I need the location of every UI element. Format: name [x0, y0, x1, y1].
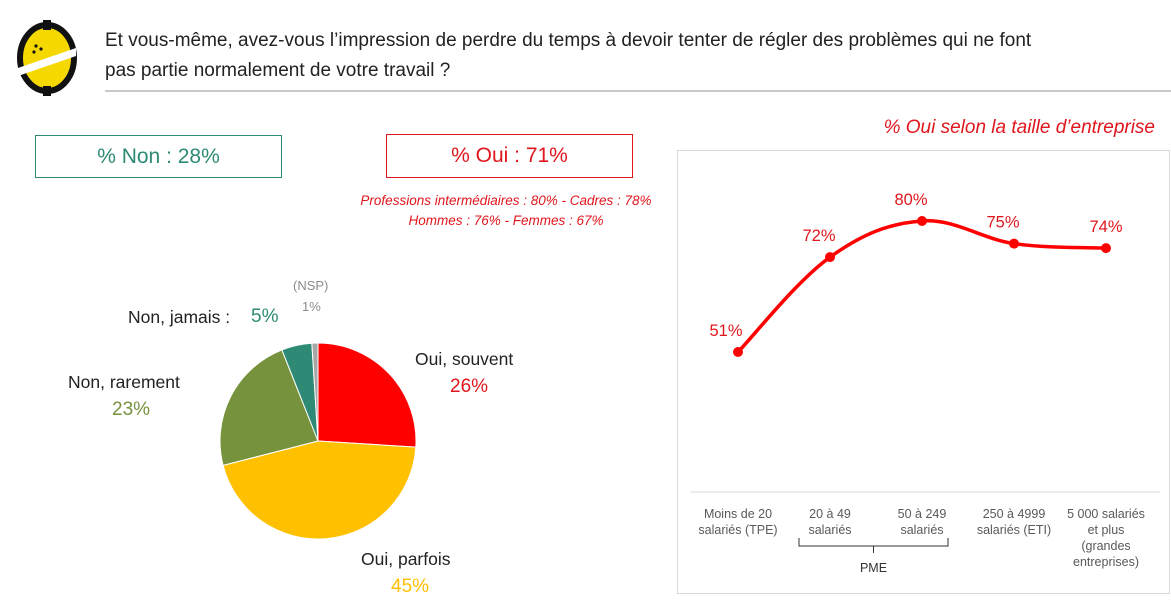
- pme-group-label: PME: [860, 561, 887, 575]
- x-tick-label-2: 50 à 249 salariés: [898, 507, 947, 537]
- pie-label-oui-parfois: Oui, parfois: [361, 549, 451, 569]
- line-value-label-0: 51%: [709, 322, 742, 340]
- pie-label-oui-souvent: Oui, souvent: [415, 349, 514, 369]
- pie-value-nsp: 1%: [302, 299, 321, 314]
- x-tick-label-3: 250 à 4999 salariés (ETI): [977, 507, 1051, 537]
- pie-value-non-rarement: 23%: [112, 399, 151, 420]
- pie-label-non-rarement: Non, rarement: [68, 372, 180, 392]
- pie-slice-1: [222, 440, 417, 540]
- pie-chart: [219, 342, 417, 540]
- breakdown-note-profession: Professions intermédiaires : 80% - Cadre…: [360, 193, 652, 208]
- x-tick-label-4: 5 000 salariés et plus (grandes entreprises…: [1067, 507, 1145, 569]
- survey-question: Et vous-même, avez-vous l’impression de …: [105, 30, 1032, 81]
- pie-label-non-jamais: Non, jamais :: [128, 307, 231, 327]
- kpi-non-box: % Non : 28%: [35, 135, 282, 178]
- pie-value-oui-souvent: 26%: [450, 376, 489, 397]
- x-tick-label-1: 20 à 49 salariés: [808, 507, 851, 537]
- brand-logo-icon: [17, 20, 77, 96]
- pie-label-nsp: (NSP): [293, 278, 329, 293]
- header-divider: [105, 90, 1171, 92]
- pie-slice-0: [317, 342, 417, 448]
- pie-slice-4: [311, 342, 319, 442]
- line-point-3: [1009, 238, 1019, 249]
- line-point-4: [1101, 243, 1111, 254]
- line-value-label-3: 75%: [986, 214, 1019, 232]
- breakdown-note-gender: Hommes : 76% - Femmes : 67%: [408, 213, 604, 228]
- line-value-label-2: 80%: [894, 191, 927, 209]
- line-value-label-1: 72%: [802, 227, 835, 245]
- kpi-oui-box: % Oui : 71%: [386, 134, 633, 178]
- pie-value-oui-parfois: 45%: [391, 576, 430, 597]
- pie-value-non-jamais: 5%: [251, 306, 279, 327]
- line-chart-frame: [677, 150, 1170, 594]
- line-series: [736, 219, 1108, 354]
- x-tick-label-0: Moins de 20 salariés (TPE): [698, 507, 777, 537]
- line-value-label-4: 74%: [1089, 218, 1122, 236]
- line-point-0: [733, 347, 743, 357]
- pme-bracket: [798, 538, 949, 553]
- line-point-2: [917, 216, 927, 226]
- line-point-1: [825, 252, 835, 263]
- line-chart-title: % Oui selon la taille d’entreprise: [883, 117, 1155, 138]
- line-chart: 51% 72% 80% 75% 74% Moins de 20 salariés (TPE)…: [690, 191, 1160, 575]
- pie-slice-2: [219, 349, 319, 466]
